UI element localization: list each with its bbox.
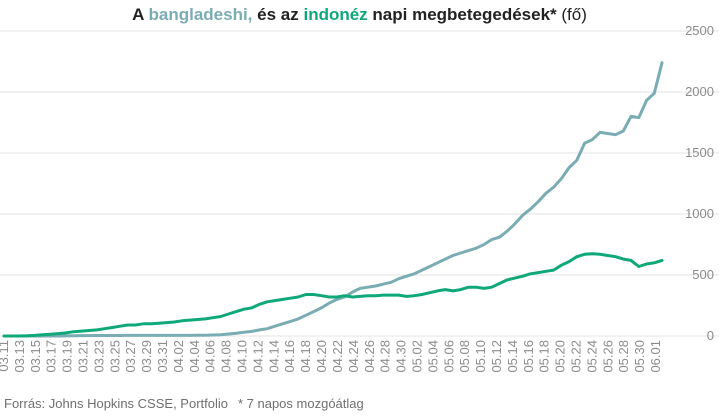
y-tick-label: 2500 (685, 23, 714, 38)
moving-average-note: * 7 napos mozgóátlag (237, 396, 364, 411)
x-tick-label: 04.12 (250, 340, 265, 373)
y-axis-ticks: 0 500 1000 1500 2000 2500 (685, 23, 714, 343)
x-tick-label: 03.25 (107, 340, 122, 373)
y-tick-label: 1500 (685, 145, 714, 160)
x-tick-label: 04.22 (330, 340, 345, 373)
x-tick-label: 03.23 (91, 340, 106, 373)
x-tick-label: 04.14 (266, 340, 281, 373)
title-bangladesh: bangladeshi, (148, 5, 253, 24)
x-tick-label: 05.26 (600, 340, 615, 373)
series-line-indonesia (2, 252, 664, 338)
x-tick-label: 03.27 (123, 340, 138, 373)
x-tick-label: 05.10 (473, 340, 488, 373)
x-tick-label: 06.01 (648, 340, 663, 373)
y-tick-label: 0 (707, 328, 714, 343)
x-tick-label: 03.13 (12, 340, 27, 373)
x-tick-label: 04.02 (171, 340, 186, 373)
x-tick-label: 05.04 (425, 340, 440, 373)
x-tick-label: 04.08 (219, 340, 234, 373)
x-tick-label: 05.28 (616, 340, 631, 373)
title-prefix: A (132, 5, 149, 24)
chart-title: A bangladeshi, és az indonéz napi megbet… (0, 5, 719, 25)
x-tick-label: 03.29 (139, 340, 154, 373)
x-tick-label: 05.08 (457, 340, 472, 373)
x-axis-ticks: 03.11 03.13 03.15 03.17 03.19 03.21 03.23 03.25… (0, 340, 663, 373)
x-tick-label: 03.11 (0, 340, 11, 372)
x-tick-label: 04.28 (378, 340, 393, 373)
x-tick-label: 05.18 (537, 340, 552, 373)
x-tick-label: 03.21 (76, 340, 91, 373)
x-tick-label: 04.10 (235, 340, 250, 373)
x-tick-label: 04.04 (187, 340, 202, 373)
x-tick-label: 03.31 (155, 340, 170, 373)
source-note: Forrás: Johns Hopkins CSSE, Portfolio (4, 396, 228, 411)
title-indonesia: indonéz (303, 5, 368, 24)
x-tick-label: 04.30 (394, 340, 409, 373)
y-tick-label: 2000 (685, 84, 714, 99)
x-tick-label: 03.19 (60, 340, 75, 373)
x-tick-label: 05.12 (489, 340, 504, 373)
x-tick-label: 05.14 (505, 340, 520, 373)
x-tick-label: 04.06 (203, 340, 218, 373)
series-lines (2, 61, 664, 338)
x-tick-label: 05.06 (441, 340, 456, 373)
y-tick-label: 500 (692, 267, 714, 282)
x-tick-label: 05.20 (553, 340, 568, 373)
x-tick-label: 05.22 (568, 340, 583, 373)
title-unit: (fő) (561, 5, 587, 24)
series-line-bangladesh (2, 61, 664, 338)
title-subject: napi megbetegedések* (367, 5, 562, 24)
x-tick-label: 04.16 (282, 340, 297, 373)
x-tick-label: 04.24 (346, 340, 361, 373)
chart-footer: Forrás: Johns Hopkins CSSE, Portfolio * 7… (4, 396, 364, 411)
x-tick-label: 05.24 (584, 340, 599, 373)
x-tick-label: 05.02 (409, 340, 424, 373)
x-tick-label: 05.30 (632, 340, 647, 373)
x-tick-label: 05.16 (521, 340, 536, 373)
x-tick-label: 04.18 (298, 340, 313, 373)
x-tick-label: 04.20 (314, 340, 329, 373)
y-tick-label: 1000 (685, 206, 714, 221)
x-tick-label: 03.17 (44, 340, 59, 373)
x-tick-label: 03.15 (28, 340, 43, 373)
x-tick-label: 04.26 (362, 340, 377, 373)
title-connector: és az (252, 5, 304, 24)
